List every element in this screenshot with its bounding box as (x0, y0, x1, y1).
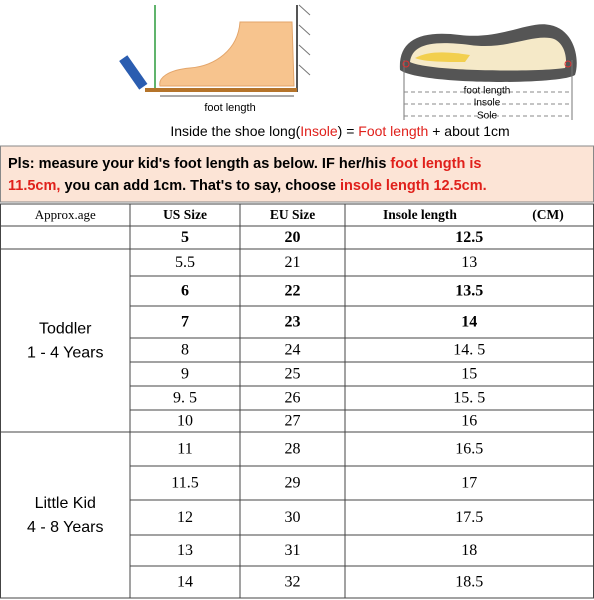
table-cell: 15. 5 (453, 390, 485, 407)
table-cell: 17 (461, 475, 477, 492)
table-cell: 8 (181, 342, 189, 359)
table-cell: 10 (177, 413, 193, 430)
table-cell: 12 (177, 509, 193, 526)
table-cell: 25 (285, 366, 301, 383)
table-cell: 5.5 (175, 254, 195, 271)
table-cell: 16 (461, 413, 477, 430)
table-cell: 28 (285, 441, 301, 458)
right-label: foot length (464, 86, 511, 97)
caption-part: Foot length (358, 123, 428, 139)
table-cell: 30 (285, 509, 301, 526)
right-illustration: foot length Insole Sole (399, 24, 577, 122)
caption: Inside the shoe long(Insole) = Foot leng… (170, 123, 509, 139)
table-cell: 27 (285, 413, 301, 430)
notice-part: 11.5cm, (8, 178, 60, 194)
notice-part: Pls: measure your kid's foot length as b… (8, 156, 390, 172)
table-cell: 12.5 (455, 229, 483, 246)
header-cell: Insole length (383, 207, 457, 222)
right-label: Insole (474, 98, 501, 109)
group-label: Toddler (39, 321, 92, 338)
table-cell: 31 (285, 542, 301, 559)
notice-line: Pls: measure your kid's foot length as b… (8, 156, 481, 172)
notice-line: 11.5cm, you can add 1cm. That's to say, … (8, 178, 487, 194)
table-cell: 13 (461, 254, 477, 271)
table-cell: 14 (177, 574, 193, 591)
group-label: Little Kid (35, 495, 96, 512)
left-illustration: foot length (119, 4, 311, 114)
table-cell: 24 (285, 342, 301, 359)
table-cell: 13 (177, 542, 193, 559)
table-cell: 16.5 (455, 441, 483, 458)
table-cell: 29 (285, 475, 301, 492)
header-unit: (CM) (532, 207, 563, 222)
caption-part: + about 1cm (428, 123, 509, 139)
table-cell: 11.5 (171, 475, 198, 492)
notice-part: foot length is (390, 156, 481, 172)
caption-part: Inside the shoe long( (170, 123, 300, 139)
table-cell: 14. 5 (453, 342, 485, 359)
notice-part: you can add 1cm. That's to say, choose (60, 178, 340, 194)
table-cell: 15 (461, 366, 477, 383)
table-cell: 13.5 (455, 283, 483, 300)
table-cell: 23 (285, 314, 301, 331)
caption-part: Insole (300, 123, 338, 139)
table-cell: 9 (181, 366, 189, 383)
table-cell: 6 (181, 283, 189, 300)
right-label: Sole (477, 111, 497, 122)
table-cell: 22 (285, 283, 301, 300)
table-cell: 17.5 (455, 509, 483, 526)
table-cell: 9. 5 (173, 390, 197, 407)
table-cell: 26 (285, 390, 301, 407)
table-cell: 18 (461, 542, 477, 559)
header-cell: Approx.age (35, 207, 96, 222)
table-cell: 7 (181, 314, 189, 331)
table-cell: 18.5 (455, 574, 483, 591)
group-label: 1 - 4 Years (27, 345, 104, 362)
size-table: Approx.age US Size EU Size Insole length (CM… (0, 203, 594, 599)
left-label: foot length (204, 102, 255, 114)
notice-box (0, 145, 594, 203)
header-cell: US Size (163, 207, 207, 222)
caption-part: ) = (338, 123, 359, 139)
table-cell: 21 (285, 254, 301, 271)
table-cell: 20 (285, 229, 301, 246)
table-cell: 11 (177, 441, 192, 458)
notice-part: insole length 12.5cm. (340, 178, 487, 194)
header-cell: EU Size (270, 207, 315, 222)
table-cell: 5 (181, 229, 189, 246)
table-cell: 14 (461, 314, 477, 331)
table-cell: 32 (285, 574, 301, 591)
group-label: 4 - 8 Years (27, 519, 104, 536)
